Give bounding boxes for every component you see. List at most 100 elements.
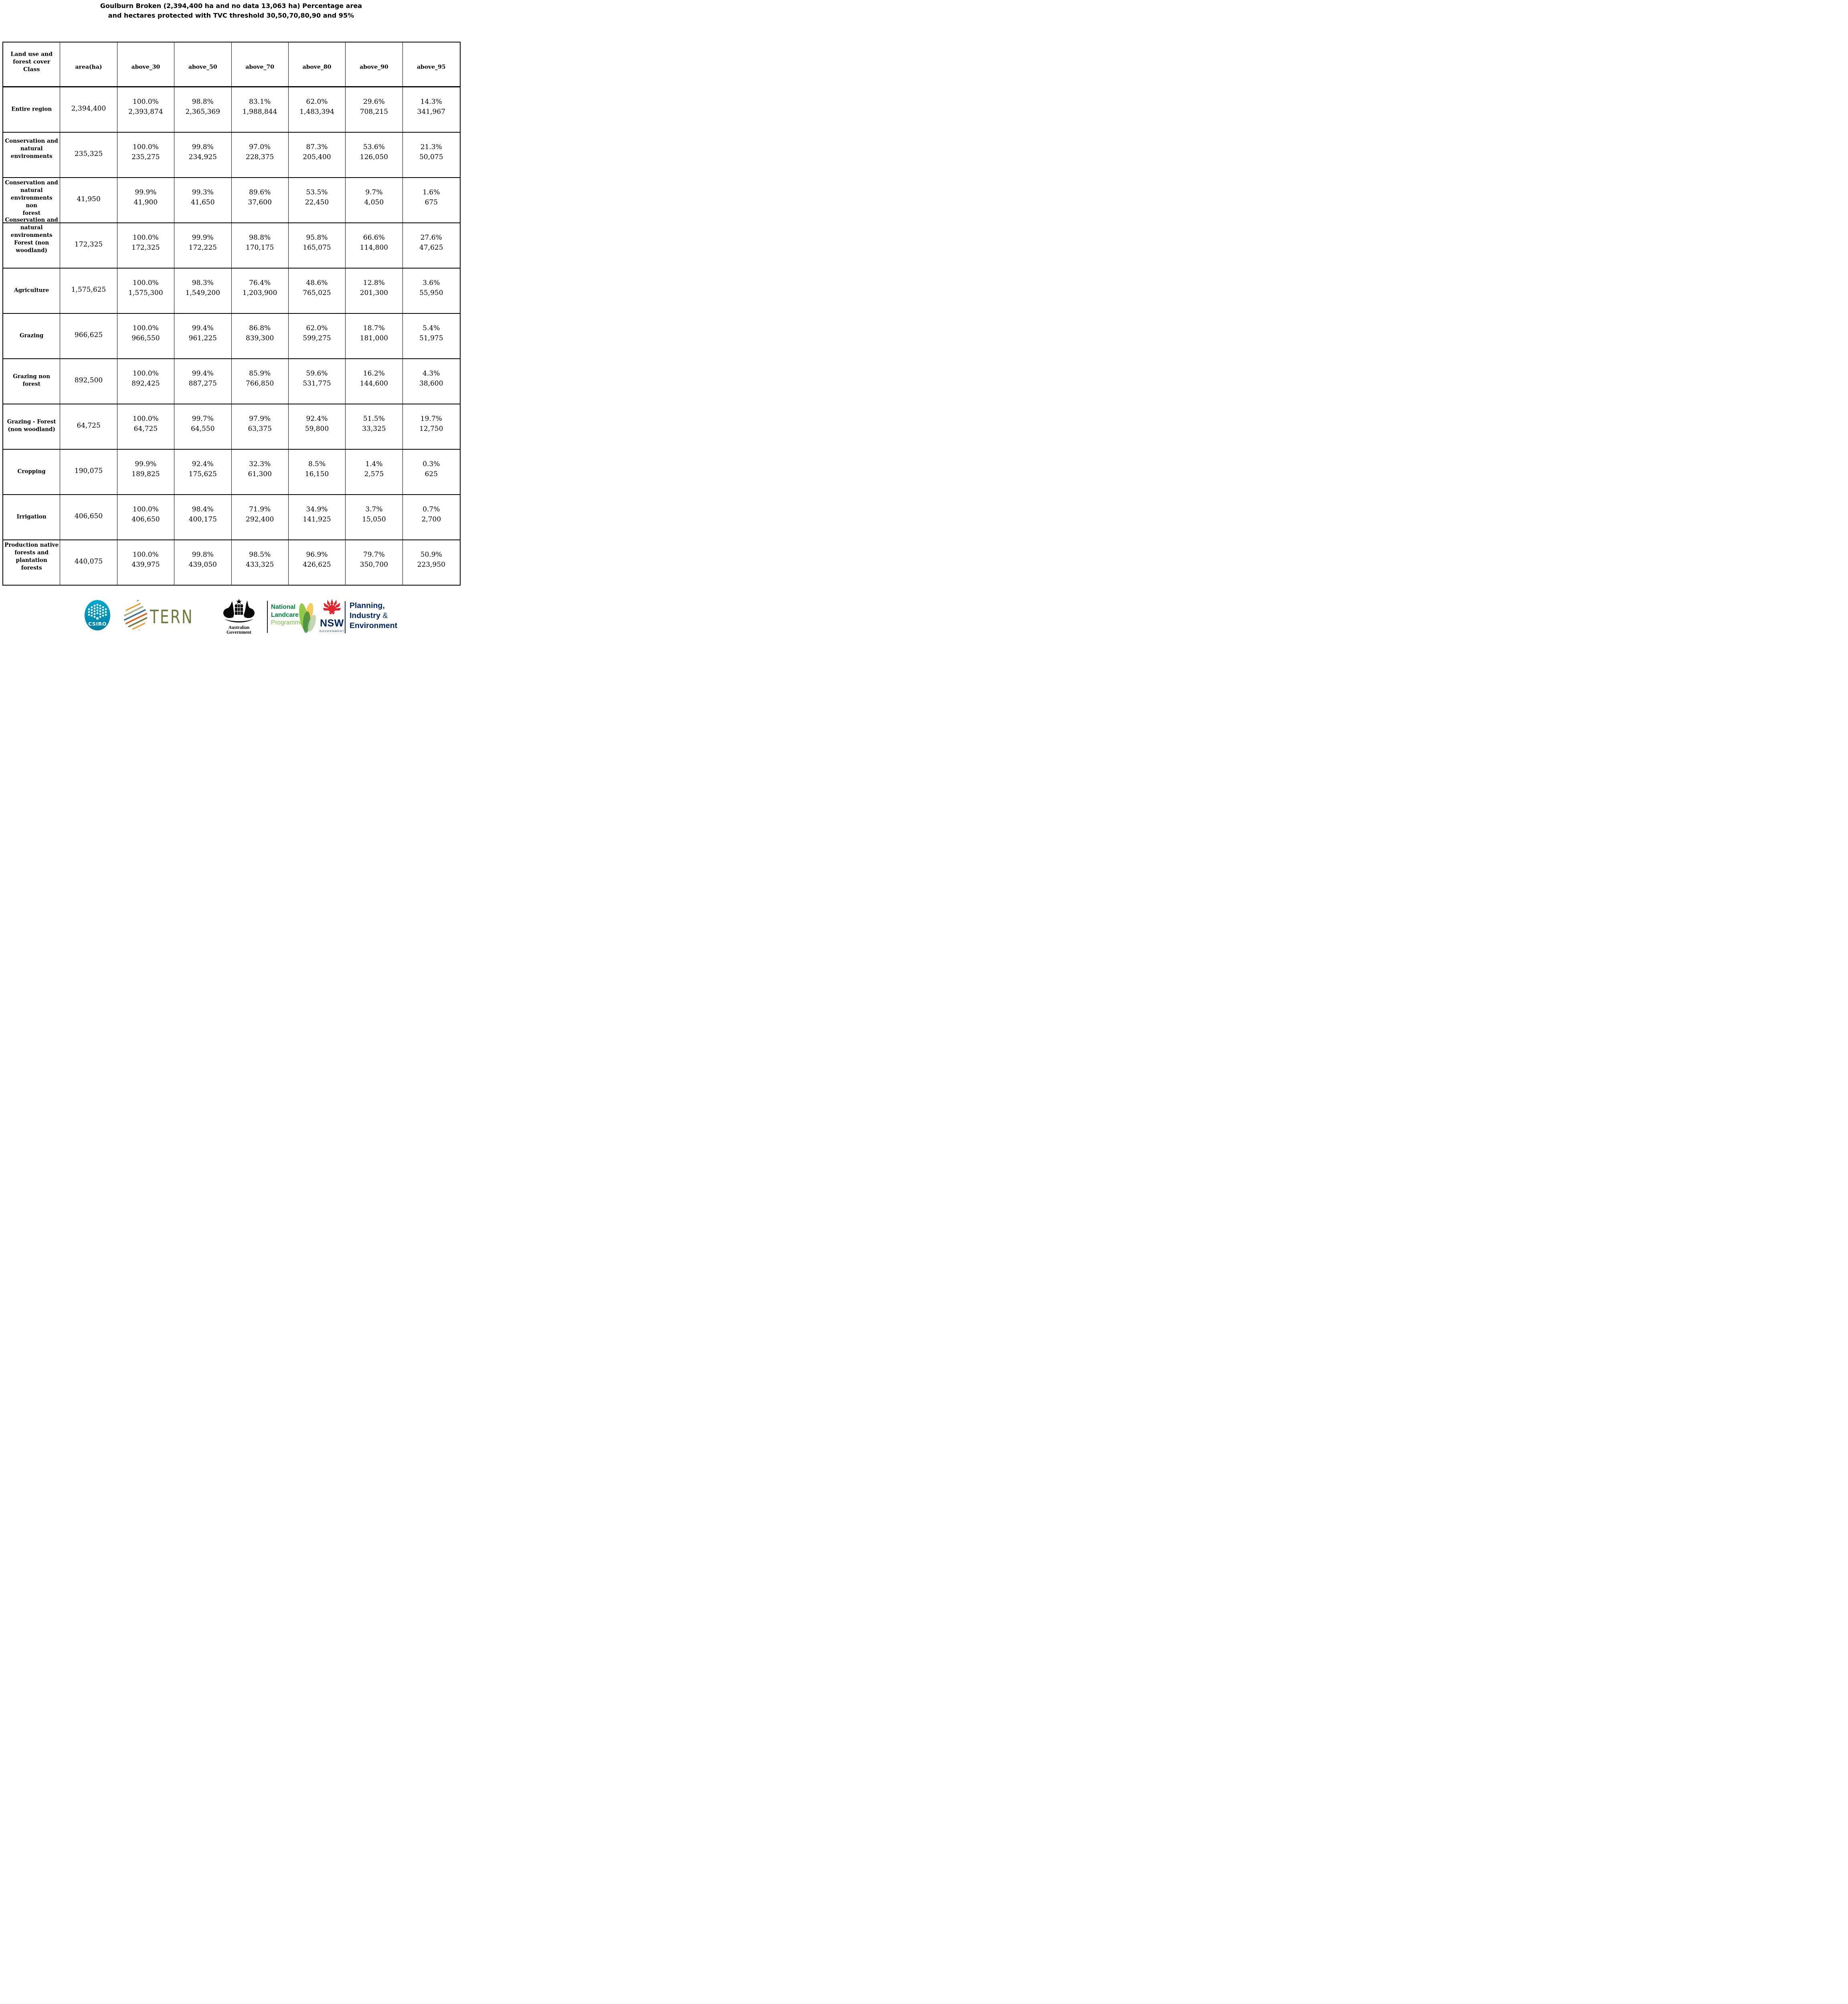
percent-value: 98.3% [192, 279, 214, 287]
percent-value: 3.6% [423, 279, 440, 287]
cell-values: 0.3% 625 [403, 459, 460, 479]
table-row: Agriculture 1,575,625 100.0% 1,575,300 98… [3, 269, 460, 314]
data-cell: 100.0% 2,393,874 [117, 87, 175, 132]
row-label-cell: Entire region [3, 87, 61, 132]
hectares-value: 16,150 [305, 470, 329, 478]
data-cell: 99.8% 234,925 [174, 133, 232, 177]
percent-value: 27.6% [420, 233, 442, 242]
percent-value: 86.8% [249, 324, 271, 332]
cell-values: 100.0% 2,393,874 [117, 97, 174, 117]
data-cell: 99.9% 41,900 [117, 178, 175, 222]
hectares-value: 22,450 [305, 198, 329, 206]
percent-value: 99.4% [192, 369, 214, 378]
percent-value: 85.9% [249, 369, 271, 378]
table-row: Grazing 966,625 100.0% 966,550 99.4% 961,2… [3, 314, 460, 359]
area-value: 440,075 [74, 558, 103, 566]
hectares-value: 59,800 [305, 424, 329, 433]
data-cell: 8.5% 16,150 [289, 450, 346, 494]
hectares-value: 41,650 [191, 198, 215, 206]
data-cell: 66.6% 114,800 [346, 223, 403, 268]
column-header: Land use and forest cover Class [10, 51, 53, 73]
row-label-cell: Conservation and natural environments Fo… [3, 217, 61, 268]
hectares-value: 2,575 [364, 470, 384, 478]
percent-value: 9.7% [365, 188, 383, 196]
cell-values: 62.0% 599,275 [289, 323, 345, 343]
cell-values: 34.9% 141,925 [289, 505, 345, 525]
hectares-value: 675 [425, 198, 438, 206]
header-cell-area: area(ha) [60, 42, 117, 86]
header-cell-above95: above_95 [403, 42, 460, 86]
percent-value: 16.2% [363, 369, 385, 378]
cell-values: 89.6% 37,600 [232, 188, 288, 208]
data-cell: 100.0% 172,325 [117, 223, 175, 268]
header-cell-above70: above_70 [232, 42, 289, 86]
data-cell: 0.3% 625 [403, 450, 460, 494]
divider [345, 601, 346, 633]
percent-value: 51.5% [363, 414, 385, 423]
data-cell: 1.6% 675 [403, 178, 460, 222]
hectares-value: 15,050 [362, 515, 386, 523]
column-header: above_80 [302, 64, 332, 71]
data-table: Land use and forest cover Class area(ha)… [2, 42, 461, 586]
data-cell: 100.0% 235,275 [117, 133, 175, 177]
percent-value: 79.7% [363, 550, 385, 559]
percent-value: 5.4% [423, 324, 440, 332]
tern-label: TERN [150, 606, 194, 628]
percent-value: 99.8% [192, 143, 214, 151]
percent-value: 8.5% [308, 460, 326, 468]
ampersand: & [382, 611, 388, 620]
cell-values: 98.3% 1,549,200 [174, 278, 231, 298]
data-cell: 34.9% 141,925 [289, 495, 346, 539]
cell-values: 71.9% 292,400 [232, 505, 288, 525]
data-cell: 76.4% 1,203,900 [232, 269, 289, 313]
column-header: above_95 [417, 64, 446, 71]
row-label: Agriculture [14, 287, 49, 293]
cell-values: 4.3% 38,600 [403, 369, 460, 389]
percent-value: 100.0% [133, 279, 159, 287]
percent-value: 50.9% [420, 550, 442, 559]
percent-value: 19.7% [420, 414, 442, 423]
hectares-value: 892,425 [131, 379, 160, 388]
hectares-value: 234,925 [188, 153, 217, 161]
data-cell: 100.0% 1,575,300 [117, 269, 175, 313]
table-row: Conservation and natural environments no… [3, 178, 460, 223]
pie-line2: Industry [350, 611, 383, 620]
area-value: 2,394,400 [71, 105, 106, 113]
divider [267, 601, 268, 633]
cell-values: 100.0% 966,550 [117, 323, 174, 343]
column-header: above_90 [360, 64, 388, 71]
row-label-cell: Grazing non forest [3, 359, 61, 404]
cell-values: 87.3% 205,400 [289, 142, 345, 162]
row-label: Grazing non forest [13, 373, 51, 388]
percent-value: 100.0% [133, 414, 159, 423]
cell-values: 96.9% 426,625 [289, 550, 345, 570]
data-cell: 71.9% 292,400 [232, 495, 289, 539]
national-landcare-logo: National Landcare Programme [271, 603, 303, 627]
hectares-value: 170,175 [246, 243, 274, 252]
data-cell: 16.2% 144,600 [346, 359, 403, 404]
data-cell: 3.7% 15,050 [346, 495, 403, 539]
row-label-cell: Cropping [3, 450, 61, 494]
coat-of-arms-icon [223, 599, 255, 622]
data-cell: 5.4% 51,975 [403, 314, 460, 358]
percent-value: 98.8% [192, 97, 214, 106]
hectares-value: 439,050 [188, 560, 217, 569]
hectares-value: 439,975 [131, 560, 160, 569]
data-cell: 87.3% 205,400 [289, 133, 346, 177]
tern-map-icon [123, 599, 151, 634]
data-cell: 53.6% 126,050 [346, 133, 403, 177]
row-label: Entire region [11, 105, 52, 112]
cell-values: 1.6% 675 [403, 188, 460, 208]
table-row: Irrigation 406,650 100.0% 406,650 98.4% 40… [3, 495, 460, 540]
area-value: 966,625 [74, 331, 103, 339]
table-row: Conservation and natural environments 23… [3, 133, 460, 178]
hectares-value: 1,203,900 [242, 289, 277, 297]
cell-values: 98.4% 400,175 [174, 505, 231, 525]
cell-values: 97.0% 228,375 [232, 142, 288, 162]
percent-value: 96.9% [306, 550, 328, 559]
hectares-value: 61,300 [248, 470, 272, 478]
percent-value: 100.0% [133, 550, 159, 559]
area-value: 64,725 [77, 422, 101, 430]
hectares-value: 12,750 [419, 424, 443, 433]
hectares-value: 144,600 [360, 379, 388, 388]
